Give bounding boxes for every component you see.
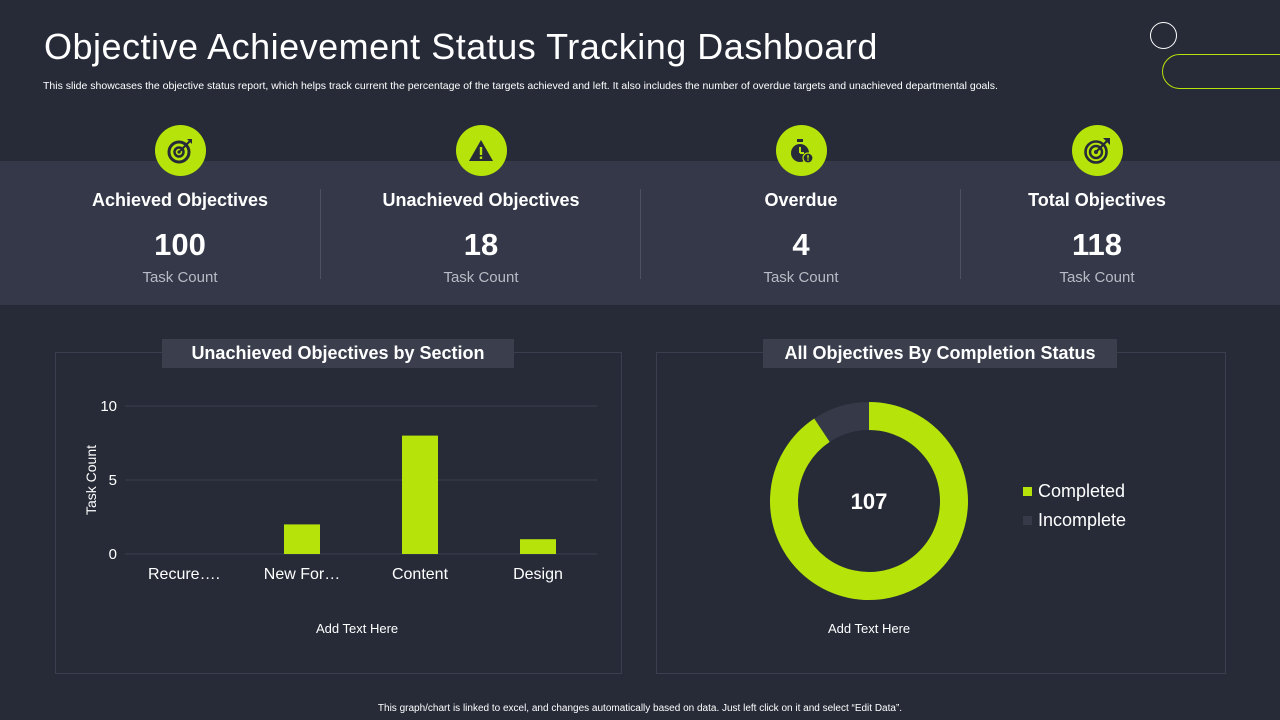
donut-chart-note: Add Text Here xyxy=(828,621,911,636)
warning-icon xyxy=(455,125,507,176)
kpi-divider xyxy=(960,189,961,279)
legend-label: Completed xyxy=(1038,481,1126,501)
target-icon xyxy=(154,125,206,176)
kpi-subtext: Task Count xyxy=(443,269,519,286)
donut-slice-completed xyxy=(770,402,968,600)
legend-item-incomplete: Incomplete xyxy=(1023,506,1126,535)
kpi-card-unachieved: Unachieved Objectives 18 Task Count xyxy=(331,125,631,286)
donut-legend: Completed Incomplete xyxy=(1023,477,1126,535)
footer-note: This graph/chart is linked to excel, and… xyxy=(377,703,903,714)
legend-swatch-incomplete xyxy=(1023,516,1032,525)
bar xyxy=(284,524,320,554)
y-tick-label: 10 xyxy=(100,398,117,415)
donut-center-label: 107 xyxy=(851,489,888,514)
decorative-circle xyxy=(1150,22,1177,49)
page-title: Objective Achievement Status Tracking Da… xyxy=(44,26,878,67)
kpi-subtext: Task Count xyxy=(1059,269,1135,286)
kpi-value: 118 xyxy=(1071,227,1122,262)
kpi-label: Achieved Objectives xyxy=(91,190,269,210)
page-subtitle: This slide showcases the objective statu… xyxy=(43,80,998,92)
kpi-value: 18 xyxy=(463,227,499,262)
kpi-card-total: Total Objectives 118 Task Count xyxy=(947,125,1247,286)
kpi-label: Overdue xyxy=(764,190,838,210)
kpi-value: 4 xyxy=(792,227,810,262)
x-tick-label: Recure…. xyxy=(148,566,220,583)
bar xyxy=(402,435,438,554)
kpi-value: 100 xyxy=(154,227,206,262)
bar-chart-note: Add Text Here xyxy=(316,621,399,636)
kpi-divider xyxy=(320,189,321,279)
donut-chart: 107 xyxy=(770,402,968,600)
timer-icon xyxy=(775,125,827,176)
legend-label: Incomplete xyxy=(1038,510,1127,530)
bar xyxy=(520,539,556,554)
kpi-card-achieved: Achieved Objectives 100 Task Count xyxy=(30,125,330,286)
legend-swatch-completed xyxy=(1023,487,1032,496)
y-tick-label: 0 xyxy=(109,546,117,563)
x-tick-label: New For… xyxy=(264,566,340,583)
kpi-subtext: Task Count xyxy=(142,269,218,286)
kpi-label: Unachieved Objectives xyxy=(382,190,580,210)
kpi-card-overdue: Overdue 4 Task Count xyxy=(651,125,951,286)
kpi-divider xyxy=(640,189,641,279)
decorative-pill xyxy=(1162,54,1280,89)
donut-chart-title: All Objectives By Completion Status xyxy=(763,339,1117,368)
bar-chart: 0 5 10 Task Count Recure…. New For… Content Des… xyxy=(83,398,597,583)
kpi-label: Total Objectives xyxy=(1028,190,1166,210)
bar-chart-title: Unachieved Objectives by Section xyxy=(162,339,514,368)
target-arrow-icon xyxy=(1071,125,1123,176)
donut-slice-incomplete xyxy=(814,402,870,443)
x-tick-label: Content xyxy=(392,566,449,583)
y-axis-label: Task Count xyxy=(83,445,99,515)
y-tick-label: 5 xyxy=(109,472,117,489)
kpi-subtext: Task Count xyxy=(763,269,839,286)
x-tick-label: Design xyxy=(513,566,563,583)
legend-item-completed: Completed xyxy=(1023,477,1126,506)
